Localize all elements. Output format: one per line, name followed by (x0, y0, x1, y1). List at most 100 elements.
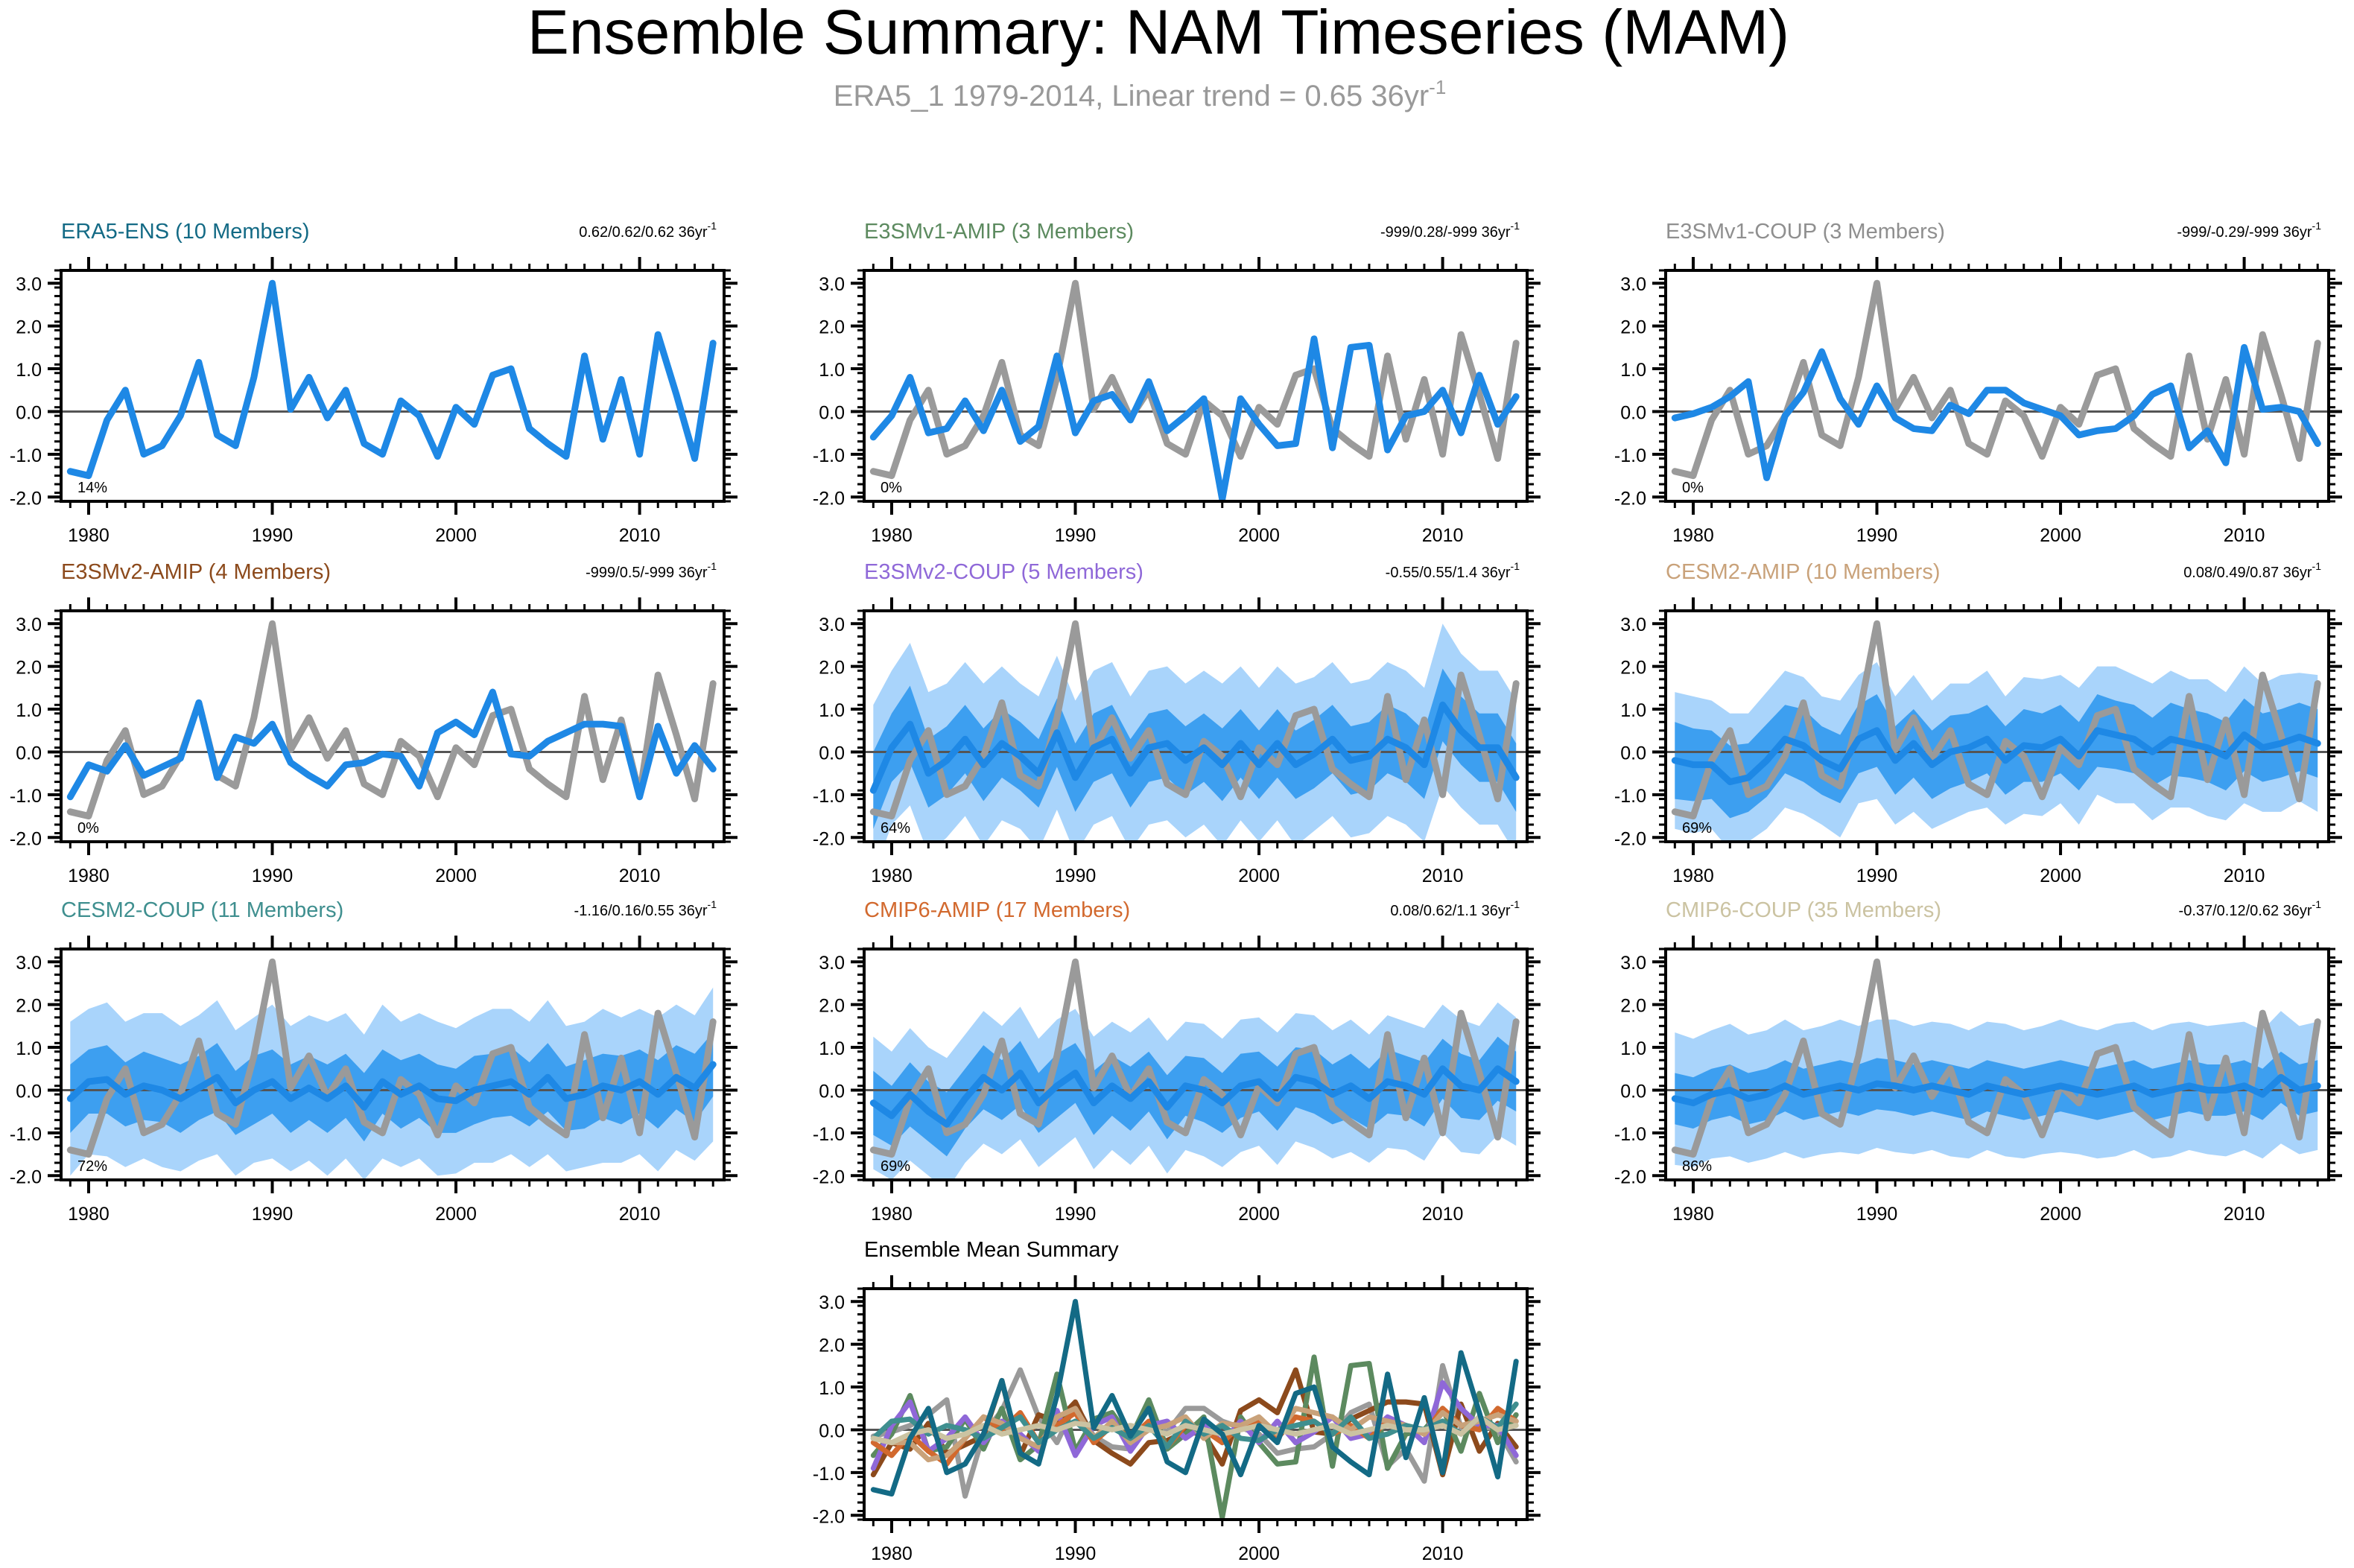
x-tick-label: 2010 (2224, 525, 2265, 546)
y-tick-label: 2.0 (819, 658, 845, 679)
series-line-ensemble-mean-cesm2-amip-10-members (1671, 727, 2321, 786)
y-tick-label: 1.0 (16, 360, 42, 381)
panel-title-cesm2-coup-11-members: CESM2-COUP (11 Members) (61, 898, 343, 922)
y-tick-label: -2.0 (1614, 488, 1646, 509)
panel-pct-cmip6-amip-17-members: 69% (881, 1158, 910, 1175)
plot-area-cesm2-coup-11-members (61, 958, 724, 1180)
plot-area-cmip6-amip-17-members (864, 958, 1527, 1180)
panel-trend-e3smv2-amip-4-members: -999/0.5/-999 36yr-1 (586, 560, 717, 581)
x-tick-label: 2000 (2040, 525, 2081, 546)
series-line-ensemble-mean-e3smv2-amip-4-members (66, 688, 717, 801)
panel-trend-e3smv2-coup-5-members: -0.55/0.55/1.4 36yr-1 (1386, 560, 1520, 581)
x-tick-label: 2010 (2224, 1204, 2265, 1225)
y-tick-label: 1.0 (819, 700, 845, 721)
panel-pct-cmip6-coup-35-members: 86% (1682, 1158, 1712, 1175)
y-tick-label: 3.0 (819, 1292, 845, 1313)
x-tick-label: 1980 (1672, 1204, 1714, 1225)
series-line-era5-1-e3smv2-amip-4-members (66, 620, 717, 820)
x-tick-label: 1980 (871, 1204, 913, 1225)
y-tick-label: 0.0 (819, 1421, 845, 1441)
panel-pct-cesm2-coup-11-members: 72% (77, 1158, 107, 1175)
x-tick-label: 2010 (1422, 1543, 1464, 1564)
plot-area-e3smv1-coup-3-members (1666, 279, 2329, 481)
series-line-era5-1-cmip6-coup-35-members (1671, 958, 2321, 1158)
panel-pct-e3smv2-amip-4-members: 0% (77, 820, 99, 837)
series-line-ensemble-mean-cmip6-coup-35-members (1671, 1073, 2321, 1107)
y-tick-label: 0.0 (16, 1081, 42, 1102)
y-tick-label: 3.0 (1620, 274, 1646, 295)
y-tick-label: 3.0 (819, 953, 845, 974)
panel-cmip6-amip-17-members: -2.0 -1.0 0.0 1.0 2.0 3.0 1980 1990 2000 2010 CMIP… (813, 898, 1541, 1225)
plot-area-era5-ens-10-members (61, 279, 724, 480)
y-tick-label: 0.0 (819, 402, 845, 423)
series-line-ensemble-mean-e3smv1-coup-3-members (1671, 343, 2321, 481)
x-tick-label: 2000 (435, 525, 477, 546)
y-tick-label: 3.0 (16, 953, 42, 974)
y-tick-label: 1.0 (16, 1038, 42, 1059)
y-tick-label: -2.0 (813, 1506, 845, 1527)
panel-title-e3smv2-coup-5-members: E3SMv2-COUP (5 Members) (864, 560, 1143, 584)
y-tick-label: 0.0 (819, 743, 845, 764)
series-line-ensemble-mean-cesm2-coup-11-members (66, 1061, 717, 1111)
x-tick-label: 1990 (1856, 525, 1898, 546)
y-tick-label: 2.0 (16, 317, 42, 338)
y-tick-label: 2.0 (819, 317, 845, 338)
y-tick-label: -1.0 (1614, 1124, 1646, 1145)
x-tick-label: 2000 (2040, 1204, 2081, 1225)
x-tick-label: 2000 (435, 866, 477, 886)
y-tick-label: -2.0 (1614, 828, 1646, 849)
panel-trend-cmip6-amip-17-members: 0.08/0.62/1.1 36yr-1 (1390, 898, 1520, 919)
y-tick-label: 2.0 (16, 996, 42, 1017)
panel-title-e3smv2-amip-4-members: E3SMv2-AMIP (4 Members) (61, 560, 331, 584)
panel-pct-e3smv2-coup-5-members: 64% (881, 820, 910, 837)
y-tick-label: 3.0 (819, 615, 845, 635)
panel-title-cmip6-coup-35-members: CMIP6-COUP (35 Members) (1666, 898, 1941, 922)
x-tick-label: 1990 (252, 1204, 294, 1225)
panel-e3smv2-coup-5-members: -2.0 -1.0 0.0 1.0 2.0 3.0 1980 1990 2000 2010 E3SM… (813, 560, 1541, 886)
panel-trend-era5-ens-10-members: 0.62/0.62/0.62 36yr-1 (579, 220, 717, 241)
plot-area-cesm2-amip-10-members (1666, 620, 2329, 842)
panel-title-e3smv1-amip-3-members: E3SMv1-AMIP (3 Members) (864, 220, 1134, 244)
y-tick-label: -1.0 (10, 1124, 42, 1145)
panel-trend-cesm2-coup-11-members: -1.16/0.16/0.55 36yr-1 (574, 898, 717, 919)
x-tick-label: 2010 (1422, 866, 1464, 886)
series-line-ensemble-mean-e3smv1-amip-3-members (869, 335, 1520, 501)
axes-frame-cesm2-coup-11-members (60, 948, 726, 1181)
panel-title-cmip6-amip-17-members: CMIP6-AMIP (17 Members) (864, 898, 1130, 922)
y-tick-label: -2.0 (813, 1167, 845, 1187)
axes-frame-e3smv2-amip-4-members (60, 609, 726, 843)
y-tick-label: 2.0 (1620, 658, 1646, 679)
y-tick-label: 2.0 (1620, 996, 1646, 1017)
series-line-era5-1-cmip6-amip-17-members (869, 958, 1520, 1158)
x-tick-label: 2010 (1422, 525, 1464, 546)
y-tick-label: -1.0 (813, 445, 845, 466)
x-tick-label: 2010 (2224, 866, 2265, 886)
y-tick-label: -1.0 (813, 1124, 845, 1145)
figure-subtitle: ERA5_1 1979-2014, Linear trend = 0.65 36… (834, 76, 1447, 112)
y-tick-label: 1.0 (16, 700, 42, 721)
panel-title-ensemble-mean-summary: Ensemble Mean Summary (864, 1238, 1119, 1262)
y-tick-label: 0.0 (1620, 402, 1646, 423)
series-line-era5-1-e3smv1-coup-3-members (1671, 279, 2321, 480)
y-tick-label: -2.0 (10, 828, 42, 849)
panel-era5-ens-10-members: -2.0 -1.0 0.0 1.0 2.0 3.0 1980 1990 2000 2010 ERA5… (10, 220, 737, 546)
y-tick-label: 0.0 (16, 402, 42, 423)
axes-frame-cesm2-amip-10-members (1664, 609, 2330, 843)
panel-cesm2-amip-10-members: -2.0 -1.0 0.0 1.0 2.0 3.0 1980 1990 2000 2010 CESM… (1614, 560, 2342, 886)
figure-subtitle-sup: -1 (1429, 76, 1446, 98)
x-tick-label: 1980 (871, 525, 913, 546)
x-tick-label: 1980 (871, 866, 913, 886)
x-tick-label: 1990 (1055, 1204, 1097, 1225)
panel-trend-cmip6-coup-35-members: -0.37/0.12/0.62 36yr-1 (2179, 898, 2322, 919)
plot-area-cmip6-coup-35-members (1666, 958, 2329, 1167)
x-tick-label: 2010 (1422, 1204, 1464, 1225)
y-tick-label: -1.0 (10, 786, 42, 807)
y-tick-label: -2.0 (10, 1167, 42, 1187)
series-line-ensemble-mean-era5-ens-10-members (66, 279, 717, 480)
panel-pct-era5-ens-10-members: 14% (77, 480, 107, 496)
x-tick-label: 2010 (619, 1204, 661, 1225)
axes-frame-ensemble-mean-summary (863, 1287, 1529, 1521)
y-tick-label: 2.0 (819, 1336, 845, 1356)
panel-e3smv1-coup-3-members: -2.0 -1.0 0.0 1.0 2.0 3.0 1980 1990 2000 2010 E3SM… (1614, 220, 2342, 546)
y-tick-label: 0.0 (1620, 743, 1646, 764)
